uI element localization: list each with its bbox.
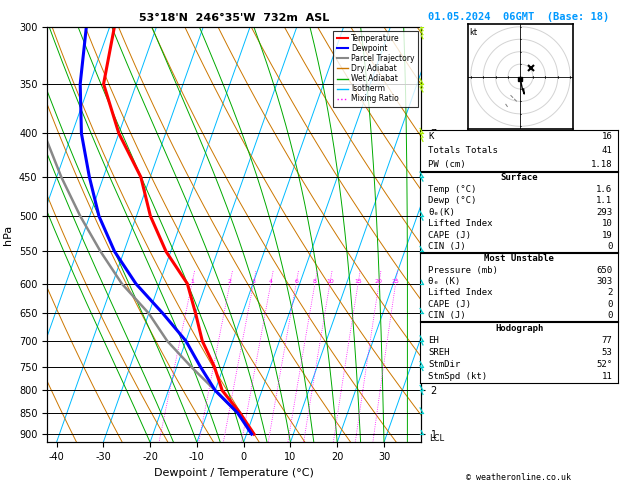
Text: 1.1: 1.1 bbox=[596, 196, 613, 205]
Text: 01.05.2024  06GMT  (Base: 18): 01.05.2024 06GMT (Base: 18) bbox=[428, 12, 610, 22]
Text: CAPE (J): CAPE (J) bbox=[428, 230, 471, 240]
Text: StmDir: StmDir bbox=[428, 360, 460, 369]
Text: Hodograph: Hodograph bbox=[495, 324, 543, 333]
Text: StmSpd (kt): StmSpd (kt) bbox=[428, 372, 487, 382]
Text: Dewp (°C): Dewp (°C) bbox=[428, 196, 477, 205]
Text: θₑ (K): θₑ (K) bbox=[428, 277, 460, 286]
Title: 53°18'N  246°35'W  732m  ASL: 53°18'N 246°35'W 732m ASL bbox=[139, 13, 330, 23]
Text: 20: 20 bbox=[375, 279, 383, 284]
Text: 1.18: 1.18 bbox=[591, 160, 613, 169]
Text: 0: 0 bbox=[607, 242, 613, 251]
Y-axis label: hPa: hPa bbox=[3, 225, 13, 244]
Text: © weatheronline.co.uk: © weatheronline.co.uk bbox=[467, 473, 571, 482]
Text: 0: 0 bbox=[607, 300, 613, 309]
Text: 15: 15 bbox=[354, 279, 362, 284]
Text: 1.6: 1.6 bbox=[596, 185, 613, 194]
Text: 10: 10 bbox=[326, 279, 334, 284]
Text: θₑ(K): θₑ(K) bbox=[428, 208, 455, 217]
Text: CIN (J): CIN (J) bbox=[428, 311, 465, 320]
Text: CIN (J): CIN (J) bbox=[428, 242, 465, 251]
Text: 3: 3 bbox=[252, 279, 255, 284]
Text: 303: 303 bbox=[596, 277, 613, 286]
Text: 77: 77 bbox=[601, 336, 613, 345]
Text: LCL: LCL bbox=[429, 434, 444, 443]
Text: 25: 25 bbox=[392, 279, 399, 284]
Text: Lifted Index: Lifted Index bbox=[428, 288, 493, 297]
X-axis label: Dewpoint / Temperature (°C): Dewpoint / Temperature (°C) bbox=[154, 468, 314, 478]
Text: Totals Totals: Totals Totals bbox=[428, 146, 498, 155]
Text: 2: 2 bbox=[228, 279, 232, 284]
Text: 41: 41 bbox=[601, 146, 613, 155]
Y-axis label: km
ASL: km ASL bbox=[444, 213, 462, 235]
Text: SREH: SREH bbox=[428, 348, 450, 357]
Text: 6: 6 bbox=[294, 279, 298, 284]
Text: Surface: Surface bbox=[501, 174, 538, 182]
Text: Pressure (mb): Pressure (mb) bbox=[428, 266, 498, 275]
Text: Most Unstable: Most Unstable bbox=[484, 254, 554, 263]
Text: 2: 2 bbox=[607, 288, 613, 297]
Text: Temp (°C): Temp (°C) bbox=[428, 185, 477, 194]
Text: PW (cm): PW (cm) bbox=[428, 160, 465, 169]
Text: 11: 11 bbox=[601, 372, 613, 382]
Text: 4: 4 bbox=[269, 279, 273, 284]
Text: 52°: 52° bbox=[596, 360, 613, 369]
Text: 1: 1 bbox=[190, 279, 194, 284]
Text: 16: 16 bbox=[601, 132, 613, 141]
Text: 0: 0 bbox=[607, 311, 613, 320]
Legend: Temperature, Dewpoint, Parcel Trajectory, Dry Adiabat, Wet Adiabat, Isotherm, Mi: Temperature, Dewpoint, Parcel Trajectory… bbox=[333, 31, 418, 106]
Text: K: K bbox=[428, 132, 433, 141]
Text: EH: EH bbox=[428, 336, 439, 345]
Text: 293: 293 bbox=[596, 208, 613, 217]
Text: 19: 19 bbox=[601, 230, 613, 240]
Text: Lifted Index: Lifted Index bbox=[428, 219, 493, 228]
Text: CAPE (J): CAPE (J) bbox=[428, 300, 471, 309]
Text: 53: 53 bbox=[601, 348, 613, 357]
Text: 10: 10 bbox=[601, 219, 613, 228]
Text: kt: kt bbox=[469, 28, 477, 37]
Text: 8: 8 bbox=[313, 279, 317, 284]
Text: 650: 650 bbox=[596, 266, 613, 275]
